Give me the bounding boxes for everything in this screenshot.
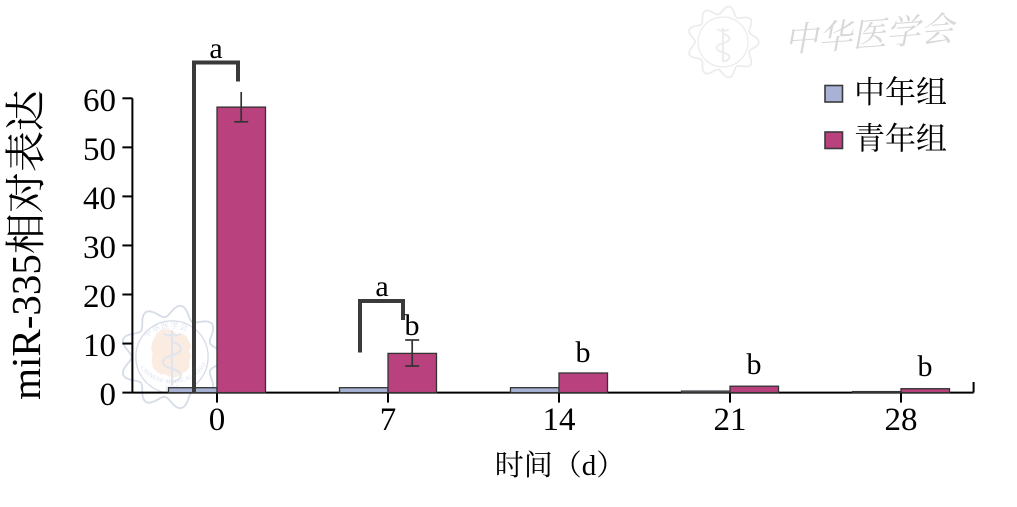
svg-text:b: b bbox=[405, 309, 420, 342]
svg-text:a: a bbox=[209, 32, 222, 65]
svg-text:b: b bbox=[576, 336, 591, 369]
svg-text:0: 0 bbox=[100, 377, 117, 413]
svg-text:a: a bbox=[375, 270, 388, 303]
svg-text:0: 0 bbox=[209, 402, 226, 438]
svg-text:中年组: 中年组 bbox=[854, 75, 947, 110]
svg-text:青年组: 青年组 bbox=[854, 122, 947, 157]
svg-text:b: b bbox=[747, 348, 762, 381]
svg-text:30: 30 bbox=[83, 230, 116, 266]
svg-text:中华医学会: 中华医学会 bbox=[783, 11, 959, 60]
svg-text:50: 50 bbox=[83, 132, 116, 168]
svg-text:7: 7 bbox=[380, 402, 397, 438]
svg-text:60: 60 bbox=[83, 83, 116, 119]
svg-text:时间（d）: 时间（d） bbox=[495, 449, 626, 482]
svg-text:40: 40 bbox=[83, 181, 116, 217]
svg-text:miR-335相对表达: miR-335相对表达 bbox=[3, 90, 49, 400]
svg-text:14: 14 bbox=[543, 402, 576, 438]
svg-text:21: 21 bbox=[714, 402, 747, 438]
svg-text:b: b bbox=[918, 350, 933, 383]
svg-text:20: 20 bbox=[83, 279, 116, 315]
svg-text:10: 10 bbox=[83, 328, 116, 364]
svg-text:28: 28 bbox=[885, 402, 918, 438]
